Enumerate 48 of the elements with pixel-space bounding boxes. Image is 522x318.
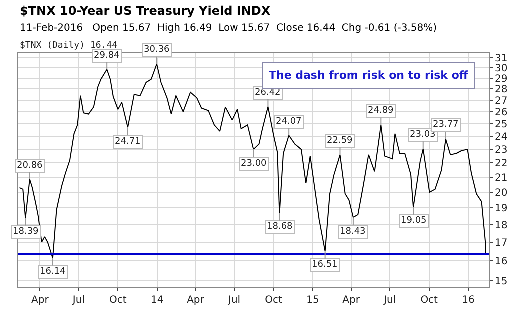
y-tick-label: 18 [495,220,508,232]
y-tick-label: 20 [495,188,508,199]
annotation: 16.14 [40,267,66,277]
annotation: 18.39 [13,227,40,237]
y-tick-label: 17 [495,238,508,249]
annotation: 24.07 [276,117,302,127]
annotation: 23.00 [241,159,268,169]
x-tick-label: Apr [187,295,206,306]
annotation: 18.68 [267,222,294,232]
annotation: 23.77 [433,120,459,130]
annotation: 16.51 [312,260,338,270]
y-tick-label: 16 [495,256,508,268]
x-tick-label: Apr [32,295,50,306]
y-tick-label: 19 [495,204,508,215]
y-tick-label: 15 [495,276,508,288]
annotation: 24.71 [115,137,141,147]
x-tick-label: 14 [151,295,164,306]
annotation: 20.86 [17,161,44,171]
chart-subtitle: 11-Feb-2016 Open 15.67 High 16.49 Low 15.67 Close 16.44 Chg -0.61 (-3.58%) [20,23,438,34]
y-tick-label: 28 [495,84,508,96]
annotation: 30.36 [144,45,170,55]
y-tick-label: 23 [495,145,508,156]
text: $TNX (Daily) 16.44 [20,41,118,51]
annotation: 19.05 [401,216,427,226]
x-tick-label: Jul [227,295,241,306]
x-tick-label: Jul [72,295,85,306]
x-tick-label: Jul [383,295,396,306]
y-tick-label: 26 [495,107,508,118]
x-tick-label: Oct [110,295,127,306]
x-tick-label: Oct [265,295,282,306]
annotation: The dash from risk on to risk off [269,69,468,82]
annotation: 18.43 [340,227,366,237]
x-tick-label: 16 [462,295,475,306]
annotation: 29.84 [94,51,120,61]
y-tick-label: 31 [495,53,508,64]
y-tick-label: 22 [495,158,508,170]
x-tick-label: Apr [342,295,361,306]
y-tick-label: 27 [495,96,508,107]
y-tick-label: 21 [495,172,508,184]
chart-title: $TNX 10-Year US Treasury Yield INDX [20,4,272,18]
y-tick-label: 29 [495,74,508,85]
y-tick-label: 30 [495,63,508,74]
x-tick-label: 15 [306,295,320,306]
y-tick-label: 24 [495,132,508,143]
annotation: 22.59 [327,136,354,146]
y-tick-label: 25 [495,119,508,130]
x-tick-label: Oct [420,295,438,306]
annotation: 24.89 [368,106,394,116]
